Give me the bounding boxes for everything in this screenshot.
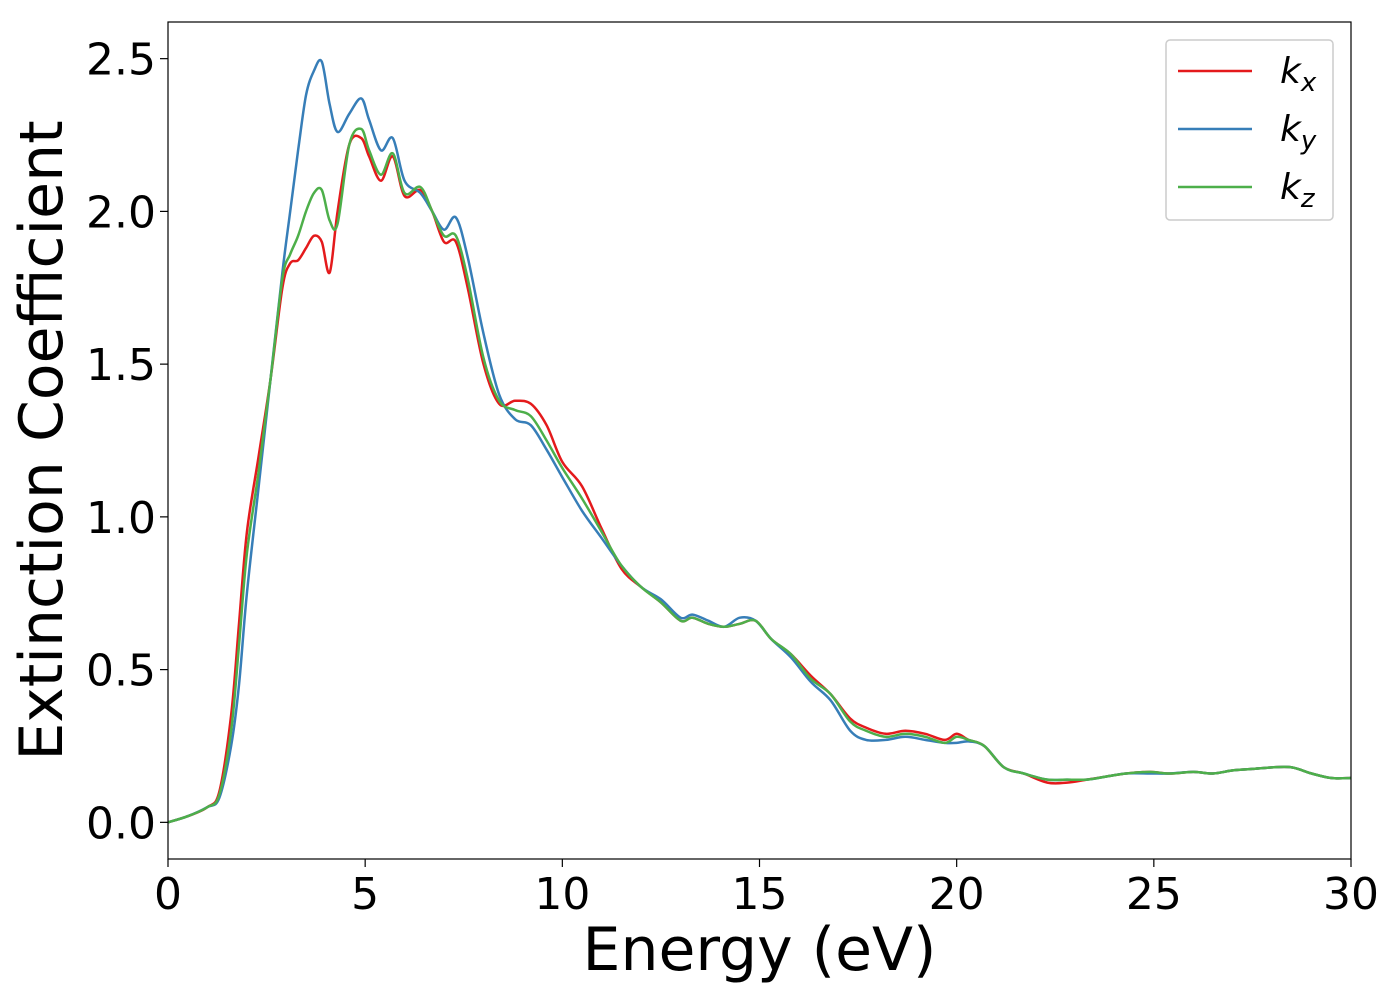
x-tick-label: 20 <box>929 869 985 920</box>
series-layer <box>167 58 1352 824</box>
y-tick-label: 2.5 <box>86 35 156 86</box>
y-tick-label: 2.0 <box>86 187 156 238</box>
legend: kx ky kz <box>1165 39 1334 221</box>
y-tick-label: 1.5 <box>86 340 156 391</box>
legend-label-ky: ky <box>1280 109 1317 156</box>
legend-label-kz: kz <box>1280 167 1316 214</box>
legend-label-kx: kx <box>1280 51 1317 98</box>
x-axis-ticks: 0 5 10 15 20 25 30 <box>154 859 1379 920</box>
y-axis-ticks: 0.0 0.5 1.0 1.5 2.0 2.5 <box>86 35 168 849</box>
series-line-kz <box>167 127 1352 824</box>
x-tick-label: 25 <box>1126 869 1182 920</box>
x-axis-label: Energy (eV) <box>583 915 937 985</box>
y-axis-label: Extinction Coefficient <box>7 120 77 760</box>
y-tick-label: 0.0 <box>86 798 156 849</box>
x-tick-label: 0 <box>154 869 182 920</box>
x-tick-label: 5 <box>351 869 379 920</box>
y-tick-label: 0.5 <box>86 646 156 697</box>
y-tick-label: 1.0 <box>86 493 156 544</box>
x-tick-label: 10 <box>534 869 590 920</box>
x-tick-label: 15 <box>732 869 788 920</box>
x-tick-label: 30 <box>1323 869 1379 920</box>
